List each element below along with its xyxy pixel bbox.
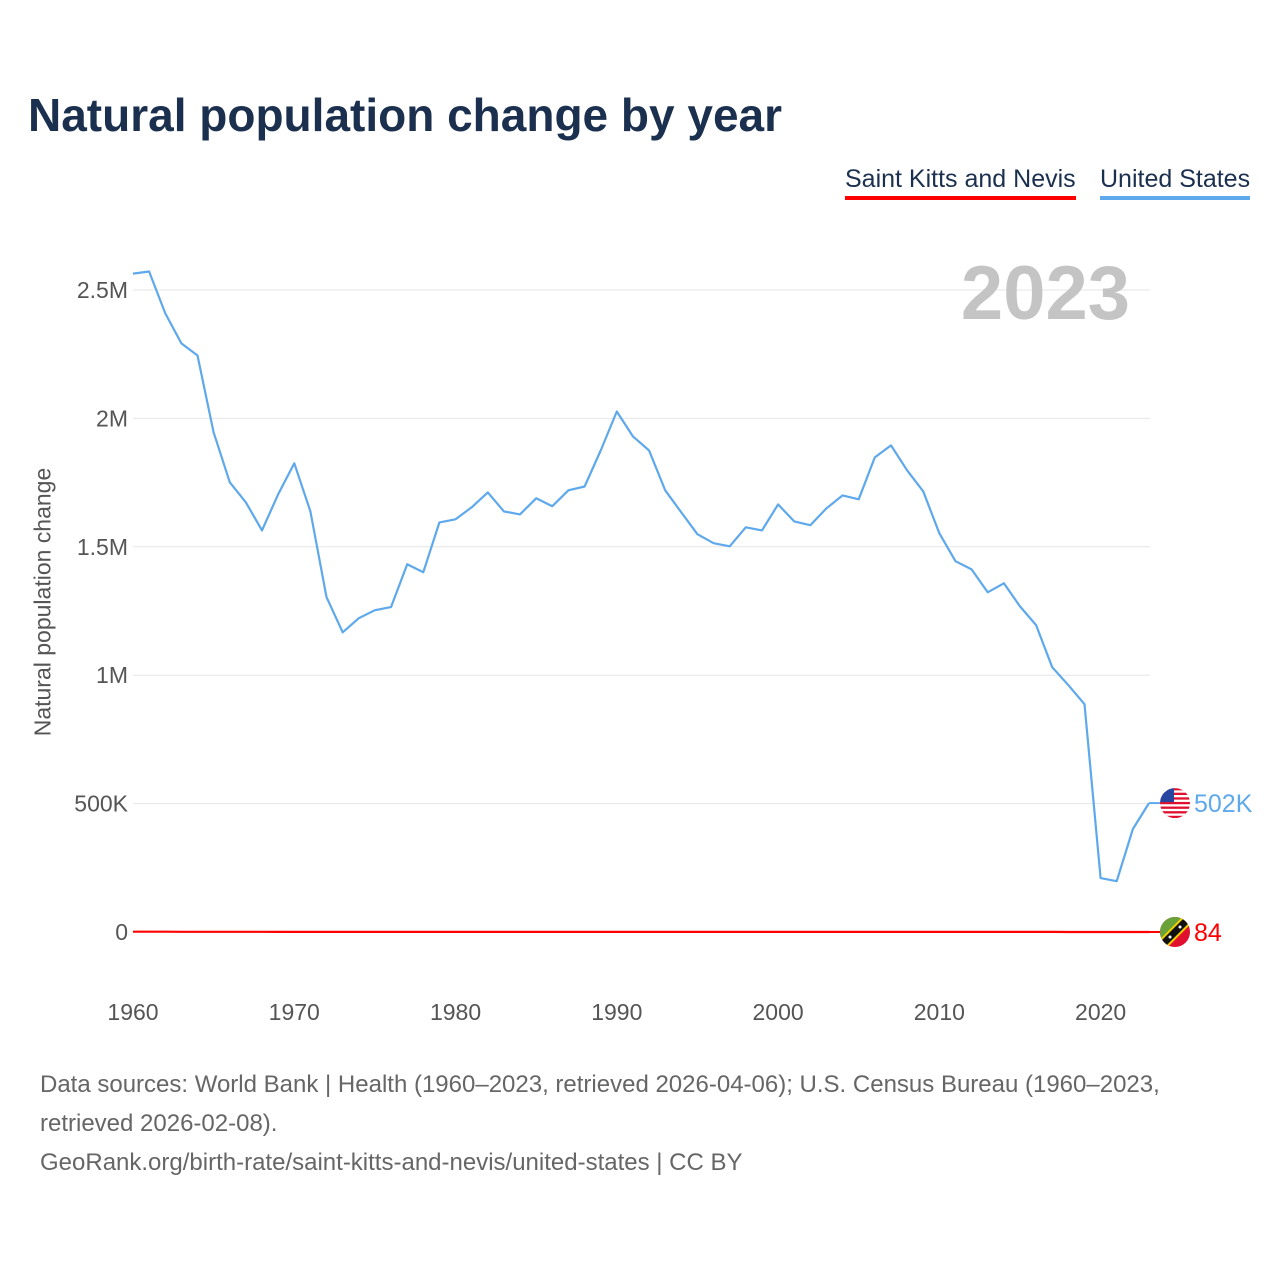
- end-value-label: 84: [1194, 919, 1222, 947]
- y-tick-label: 2M: [96, 405, 128, 431]
- x-tick-label: 2010: [914, 999, 965, 1025]
- chart-title: Natural population change by year: [28, 89, 783, 141]
- saint-kitts-flag-icon: [1160, 916, 1190, 947]
- x-tick-label: 2020: [1075, 999, 1126, 1025]
- footer: Data sources: World Bank | Health (1960–…: [40, 1065, 1250, 1182]
- x-tick-label: 1990: [591, 999, 642, 1025]
- x-tick-label: 2000: [752, 999, 803, 1025]
- x-tick-label: 1970: [269, 999, 320, 1025]
- data-sources: Data sources: World Bank | Health (1960–…: [40, 1071, 1160, 1137]
- y-tick-label: 1.5M: [77, 534, 128, 560]
- y-tick-label: 1M: [96, 662, 128, 688]
- y-tick-label: 500K: [74, 791, 128, 817]
- x-tick-label: 1960: [107, 999, 158, 1025]
- legend-item-united-states[interactable]: United States: [1100, 165, 1251, 200]
- legend-item-saint-kitts-and-nevis[interactable]: Saint Kitts and Nevis: [845, 165, 1076, 200]
- series-line-united-states: [132, 270, 1150, 883]
- end-value-label: 502K: [1194, 790, 1253, 818]
- y-tick-label: 0: [115, 919, 128, 945]
- y-tick-label: 2.5M: [77, 277, 128, 303]
- x-tick-label: 1980: [430, 999, 481, 1025]
- year-watermark: 2023: [960, 251, 1130, 336]
- us-flag-icon: [1160, 788, 1190, 819]
- source-link[interactable]: GeoRank.org/birth-rate/saint-kitts-and-n…: [40, 1149, 743, 1176]
